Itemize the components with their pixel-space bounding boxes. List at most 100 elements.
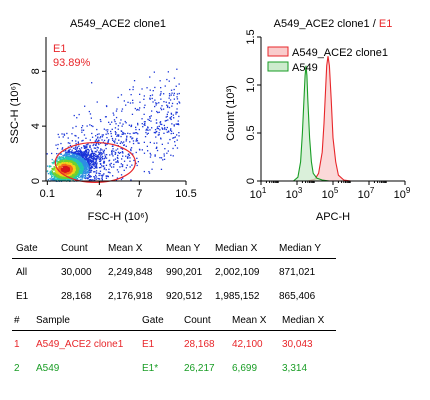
scatter-point — [105, 177, 108, 179]
scatter-point — [170, 132, 172, 135]
scatter-point — [130, 94, 132, 96]
scatter-point — [82, 155, 84, 158]
scatter-point — [96, 155, 98, 157]
histogram-x-tick-label: 109 — [394, 186, 411, 201]
scatter-point — [120, 94, 123, 96]
scatter-point — [86, 159, 88, 162]
scatter-point — [148, 171, 150, 173]
scatter-y-ticks: 0 4 8 — [30, 68, 46, 184]
scatter-point — [156, 142, 158, 144]
scatter-point — [163, 132, 165, 134]
scatter-point — [60, 162, 62, 164]
scatter-point — [84, 163, 86, 165]
sample-header-sample: Sample — [36, 315, 70, 326]
scatter-point — [119, 166, 121, 168]
scatter-point — [69, 148, 71, 150]
scatter-point — [173, 137, 175, 139]
scatter-point — [95, 138, 98, 140]
scatter-point — [93, 165, 95, 167]
scatter-point — [111, 145, 114, 147]
histogram-y-tick-label: 1.5 — [245, 29, 257, 44]
scatter-point — [72, 164, 74, 166]
scatter-point — [97, 147, 99, 149]
scatter-point — [158, 125, 160, 127]
scatter-point — [55, 169, 57, 171]
scatter-point — [114, 151, 116, 154]
scatter-point — [115, 110, 118, 112]
scatter-point — [87, 163, 89, 166]
scatter-point — [84, 170, 87, 172]
scatter-point — [73, 176, 75, 178]
scatter-point — [64, 168, 66, 170]
scatter-point — [61, 177, 63, 179]
scatter-point — [136, 132, 138, 134]
scatter-point — [77, 175, 79, 177]
scatter-point — [117, 148, 119, 150]
scatter-point — [149, 152, 151, 155]
scatter-point — [115, 116, 118, 119]
gate-e1-ellipse[interactable] — [54, 141, 136, 183]
scatter-point — [95, 170, 98, 172]
scatter-point — [87, 143, 89, 145]
scatter-point — [80, 166, 82, 168]
scatter-point — [80, 157, 82, 159]
scatter-point — [67, 149, 70, 151]
scatter-point — [114, 153, 116, 155]
scatter-point — [110, 130, 112, 133]
scatter-point — [149, 129, 151, 131]
scatter-point — [96, 101, 98, 103]
scatter-point — [79, 176, 81, 179]
scatter-point — [94, 176, 96, 178]
histogram-x-tick-label: 107 — [358, 186, 375, 201]
scatter-point — [92, 160, 94, 162]
scatter-point — [89, 157, 91, 159]
scatter-point — [87, 148, 90, 151]
scatter-point — [56, 171, 58, 174]
scatter-point — [149, 117, 151, 119]
scatter-point — [133, 80, 136, 82]
scatter-point — [74, 174, 77, 176]
scatter-point — [76, 149, 78, 151]
scatter-point — [113, 119, 116, 121]
scatter-point — [67, 152, 69, 154]
scatter-point — [73, 177, 75, 179]
scatter-point — [94, 155, 97, 157]
scatter-point — [77, 165, 80, 167]
scatter-point — [118, 139, 120, 141]
scatter-point — [93, 171, 95, 173]
scatter-point — [83, 171, 85, 173]
scatter-point — [87, 178, 89, 180]
scatter-point — [167, 150, 169, 152]
scatter-point — [129, 160, 131, 162]
scatter-point — [175, 123, 177, 125]
scatter-point — [94, 147, 97, 149]
scatter-point — [84, 155, 86, 158]
scatter-point — [81, 178, 83, 181]
scatter-point — [55, 171, 57, 173]
scatter-point — [104, 116, 107, 118]
scatter-point — [92, 144, 94, 147]
scatter-point — [96, 146, 98, 148]
scatter-point — [113, 150, 115, 152]
scatter-point — [75, 176, 78, 178]
scatter-point — [81, 176, 84, 178]
stats-row-e1-median-x: 1,985,152 — [215, 291, 260, 302]
scatter-point — [58, 167, 60, 170]
scatter-point — [99, 170, 102, 172]
scatter-point — [85, 149, 88, 152]
scatter-point — [81, 129, 83, 131]
scatter-point — [144, 104, 146, 106]
scatter-point — [101, 136, 104, 138]
scatter-point — [87, 167, 89, 169]
stats-row-e1-count: 28,168 — [61, 291, 92, 302]
scatter-point — [78, 170, 80, 172]
scatter-point — [145, 131, 147, 134]
scatter-point — [170, 128, 172, 130]
scatter-point — [88, 110, 90, 113]
scatter-point — [86, 151, 88, 154]
scatter-point — [89, 164, 91, 167]
stats-header-rule — [12, 258, 336, 259]
scatter-point — [93, 162, 95, 164]
scatter-point — [76, 178, 79, 180]
scatter-point — [108, 121, 110, 123]
